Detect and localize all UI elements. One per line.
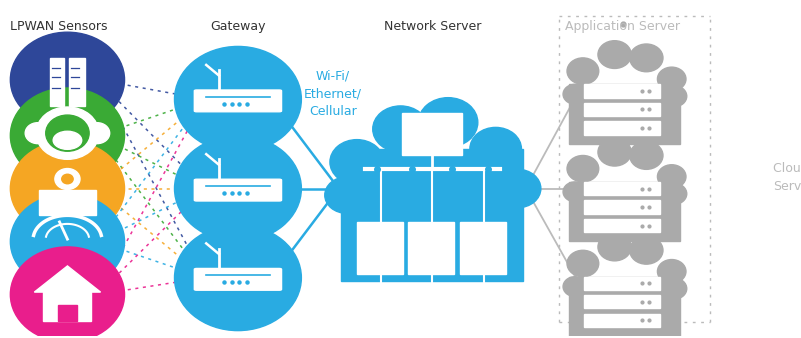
Bar [58, 306, 77, 321]
Bar [585, 219, 660, 232]
Ellipse shape [567, 250, 598, 277]
Ellipse shape [495, 169, 541, 208]
Bar [585, 182, 660, 195]
Ellipse shape [324, 177, 368, 213]
Bar [460, 222, 506, 274]
Bar [43, 291, 91, 321]
Text: Application Server: Application Server [565, 20, 680, 33]
Bar [585, 295, 660, 309]
Bar [569, 182, 679, 241]
Bar [341, 149, 523, 281]
Ellipse shape [330, 140, 384, 185]
Ellipse shape [10, 32, 124, 127]
Ellipse shape [55, 169, 80, 190]
Ellipse shape [567, 155, 598, 182]
Bar [585, 84, 660, 98]
Bar [357, 222, 403, 274]
Bar [585, 200, 660, 214]
Ellipse shape [46, 115, 89, 151]
Ellipse shape [53, 123, 62, 131]
Ellipse shape [630, 142, 663, 169]
Text: Network Server: Network Server [384, 20, 481, 33]
Ellipse shape [10, 141, 124, 236]
Text: Gateway: Gateway [210, 20, 266, 33]
Bar [585, 277, 660, 290]
Ellipse shape [10, 247, 124, 338]
Ellipse shape [598, 41, 631, 69]
Bar [402, 113, 462, 155]
Bar [585, 103, 660, 116]
Text: Cloud IoT
Services: Cloud IoT Services [773, 162, 801, 193]
Text: LPWAN Sensors: LPWAN Sensors [10, 20, 108, 33]
FancyBboxPatch shape [195, 268, 282, 290]
FancyBboxPatch shape [195, 90, 282, 112]
Ellipse shape [53, 131, 82, 149]
Ellipse shape [418, 98, 478, 147]
Ellipse shape [36, 107, 99, 159]
Ellipse shape [563, 182, 587, 202]
Ellipse shape [662, 86, 686, 107]
Bar [569, 84, 679, 144]
Bar [409, 222, 454, 274]
Ellipse shape [598, 138, 631, 166]
Ellipse shape [175, 136, 301, 241]
Ellipse shape [10, 88, 124, 183]
Bar [39, 190, 96, 215]
Ellipse shape [662, 183, 686, 204]
Bar [69, 58, 85, 106]
Ellipse shape [25, 123, 50, 144]
Ellipse shape [658, 260, 686, 283]
Ellipse shape [658, 165, 686, 189]
Ellipse shape [563, 84, 587, 104]
Ellipse shape [10, 194, 124, 289]
Ellipse shape [85, 123, 110, 144]
Ellipse shape [630, 236, 663, 264]
Ellipse shape [662, 278, 686, 299]
Ellipse shape [73, 123, 83, 131]
Ellipse shape [175, 225, 301, 331]
Ellipse shape [630, 44, 663, 72]
Ellipse shape [598, 233, 631, 261]
Text: Wi-Fi/
Ethernet/
Cellular: Wi-Fi/ Ethernet/ Cellular [304, 69, 362, 118]
Ellipse shape [567, 58, 598, 84]
Polygon shape [34, 266, 101, 292]
Ellipse shape [372, 106, 429, 152]
Bar [585, 121, 660, 135]
Bar [585, 314, 660, 327]
Bar [569, 277, 679, 336]
Ellipse shape [470, 127, 521, 170]
Ellipse shape [563, 277, 587, 296]
Bar [50, 58, 64, 106]
FancyBboxPatch shape [195, 179, 282, 201]
Ellipse shape [175, 46, 301, 152]
Ellipse shape [658, 67, 686, 91]
Ellipse shape [62, 174, 73, 184]
